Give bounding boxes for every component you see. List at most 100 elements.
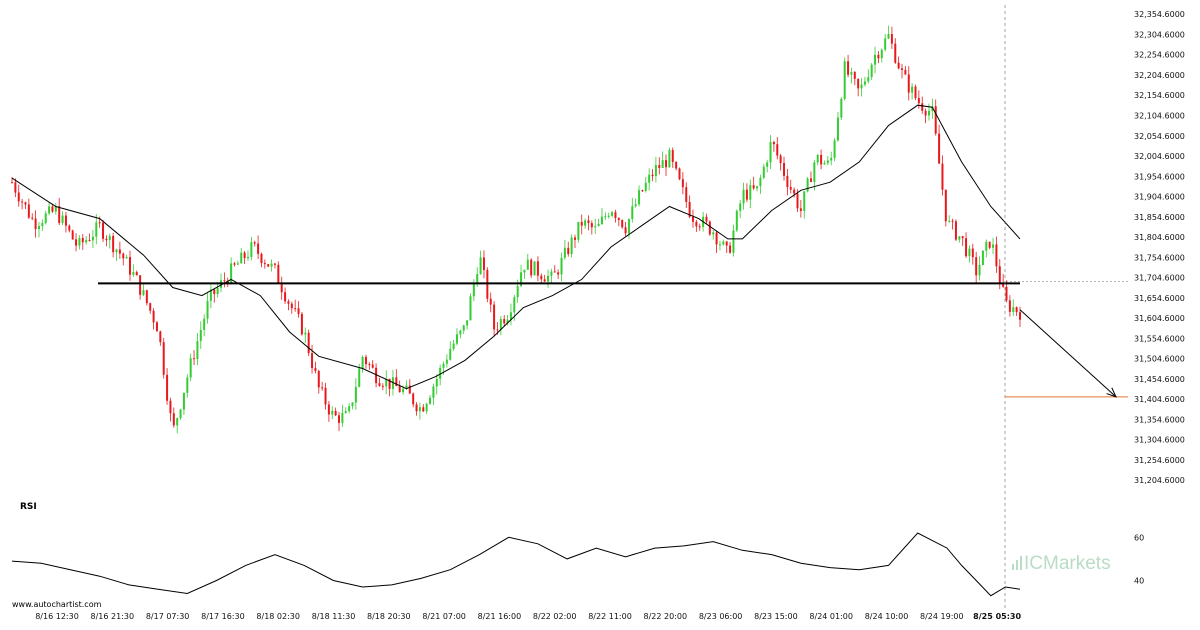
candle-body [597,224,600,227]
candle [135,270,138,276]
candle [715,230,718,253]
candle [24,201,27,209]
candle [213,288,216,303]
candle-body [594,226,597,228]
candle [995,236,998,273]
candle-body [122,253,125,259]
candle [954,219,957,241]
candle-body [331,410,334,415]
candle [142,282,145,297]
price-tick-label: 31,754.6000 [1134,253,1185,262]
candle [594,218,597,234]
price-tick-label: 31,254.6000 [1134,456,1185,465]
candle-body [644,182,647,191]
candle-body [732,230,735,253]
candle [644,176,647,193]
candle-body [847,61,850,75]
candle-body [786,175,789,188]
candle [648,168,651,191]
time-tick-label: 8/22 02:00 [533,612,577,621]
candle-body [779,155,782,164]
candle-body [273,263,276,265]
candle [186,374,189,398]
candle [327,401,330,422]
candle [587,215,590,231]
candle [584,218,587,229]
candle [934,99,937,136]
candle [85,236,88,245]
candle [634,198,637,208]
candle-body [681,179,684,188]
candle [31,213,34,221]
candle [742,182,745,210]
candle-body [41,223,44,227]
candle-body [290,303,293,309]
candle-body [536,261,539,276]
candle [675,161,678,171]
candle-body [321,387,324,389]
candle [179,408,182,420]
candle [820,149,823,170]
candle-body [287,301,290,304]
candle [614,209,617,223]
candle-body [466,320,469,326]
candle-body [621,219,624,228]
candle [927,103,930,121]
candle [567,241,570,257]
candle-body [695,221,698,227]
candle-body [112,235,115,253]
candle-body [155,322,158,332]
candle-body [253,242,256,244]
candle [739,199,742,219]
candle-body [830,157,833,161]
candle [412,392,415,408]
candle-body [550,271,553,276]
candle-body [105,238,108,241]
candle [395,369,398,387]
candle-body [277,264,280,284]
candle-body [921,103,924,111]
candle-body [415,404,418,412]
candle-body [88,239,91,241]
candle-body [573,237,576,240]
candle [823,160,826,165]
candle [506,315,509,326]
candle [847,54,850,78]
time-tick-label: 8/18 02:30 [256,612,300,621]
candle-body [418,407,421,412]
price-tick-label: 31,404.6000 [1134,395,1185,404]
candle-body [843,61,846,99]
candle [287,299,290,311]
candle-body [850,72,853,75]
candle [523,269,526,279]
candle [526,253,529,270]
candle-body [182,392,185,410]
candle-body [975,257,978,276]
candle [769,135,772,170]
candle-body [901,68,904,70]
candle [732,224,735,257]
candle [489,292,492,313]
candle-body [860,84,863,89]
candle [300,312,303,336]
time-tick-label: 8/24 01:00 [809,612,853,621]
candle-body [422,407,425,412]
candle [803,191,806,219]
candle [311,344,314,374]
candle-body [580,221,583,226]
candle [698,223,701,231]
candle-body [931,106,934,111]
candle [479,250,482,275]
candle [41,219,44,231]
candle [415,402,418,416]
candle-body [796,193,799,209]
candle-body [685,187,688,202]
candle-body [398,386,401,393]
candle [364,354,367,369]
candle-body [452,343,455,349]
candle-body [297,308,300,314]
candle-body [189,358,192,378]
candle [91,229,94,248]
candle-body [159,331,162,343]
candle-body [267,264,270,267]
